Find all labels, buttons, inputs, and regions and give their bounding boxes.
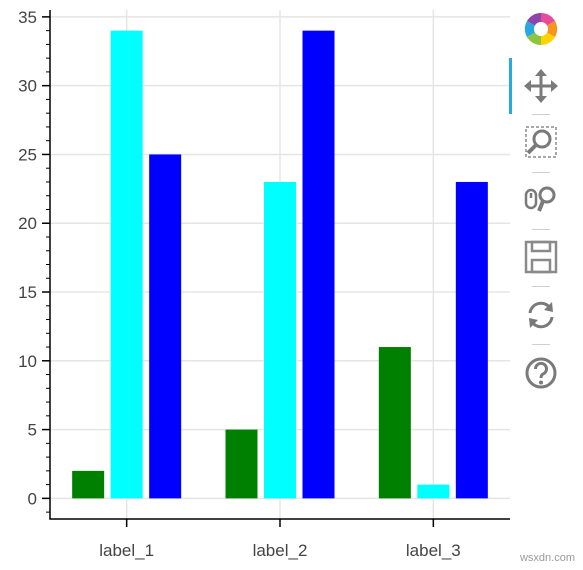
bar-label_3-series-1	[378, 347, 411, 499]
wheel-zoom-icon[interactable]	[522, 180, 560, 218]
y-tick-label: 20	[18, 214, 37, 233]
bar-chart: 0 5 10 15 20 25 30 35 label_1 label_2 label_3	[18, 8, 510, 560]
watermark: wsxdn.com	[519, 552, 575, 564]
bar-label_3-series-2	[417, 484, 450, 499]
bars	[72, 30, 488, 499]
bar-label_2-series-2	[264, 181, 296, 499]
y-tick-label: 10	[18, 352, 37, 371]
y-tick-label: 25	[18, 145, 37, 164]
bar-label_3-series-3	[455, 181, 488, 499]
help-icon[interactable]	[522, 354, 560, 392]
x-tick-label: label_1	[99, 541, 154, 560]
pan-icon[interactable]	[522, 67, 560, 105]
bar-label_1-series-1	[72, 470, 105, 499]
toolbar	[509, 0, 572, 400]
reset-icon[interactable]	[522, 296, 560, 334]
bar-label_2-series-1	[225, 429, 258, 499]
toolbar-separator	[532, 286, 550, 287]
bar-label_2-series-3	[302, 30, 335, 499]
box-zoom-icon[interactable]	[522, 123, 560, 161]
toolbar-separator	[532, 114, 550, 115]
toolbar-separator	[532, 229, 550, 230]
bar-label_1-series-3	[149, 154, 182, 499]
toolbar-separator	[532, 344, 550, 345]
axes: 0 5 10 15 20 25 30 35 label_1 label_2 label_3	[18, 8, 510, 560]
logo-icon[interactable]	[522, 10, 560, 48]
y-tick-label: 35	[18, 8, 37, 27]
y-tick-label: 30	[18, 77, 37, 96]
y-tick-label: 0	[28, 489, 37, 508]
x-tick-label: label_3	[406, 541, 461, 560]
active-tool-indicator	[509, 58, 512, 114]
x-tick-label: label_2	[253, 541, 308, 560]
toolbar-separator	[532, 172, 550, 173]
y-tick-label: 5	[28, 421, 37, 440]
y-tick-label: 15	[18, 283, 37, 302]
bar-label_1-series-2	[110, 30, 143, 499]
save-icon[interactable]	[522, 238, 560, 276]
